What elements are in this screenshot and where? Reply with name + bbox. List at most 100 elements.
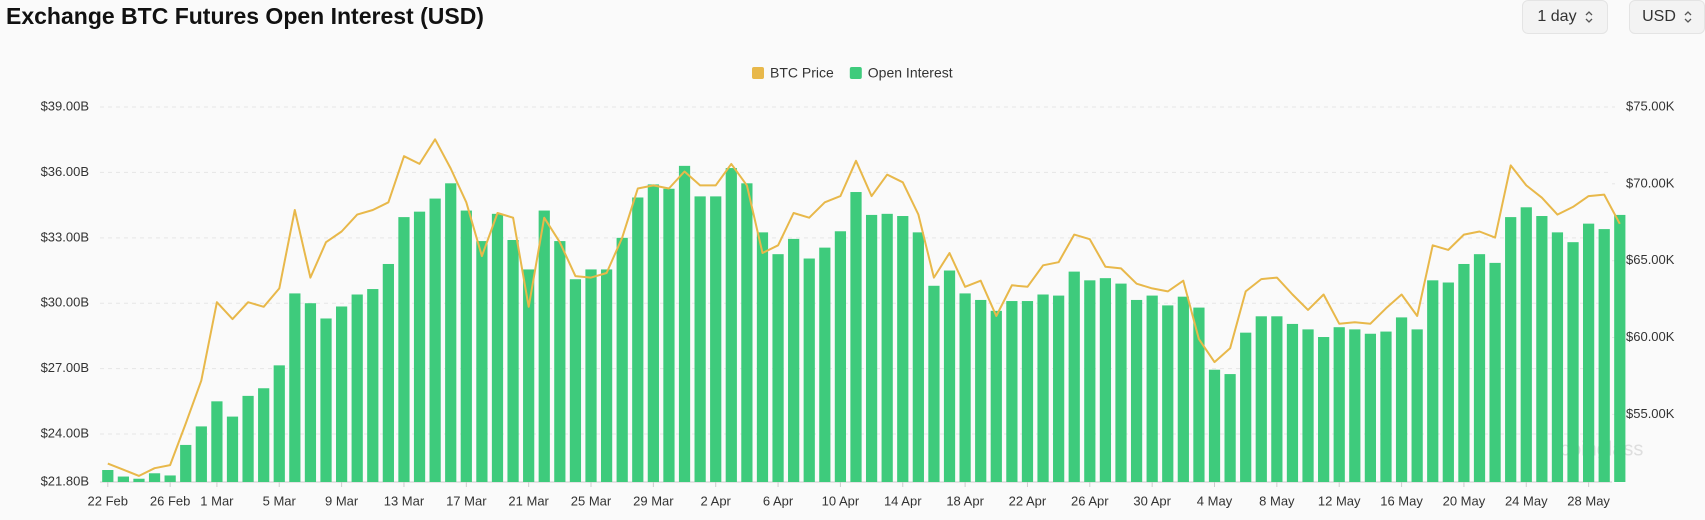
bar bbox=[1255, 316, 1267, 482]
bar bbox=[1286, 323, 1299, 482]
y-tick-label: $36.00B bbox=[41, 164, 89, 179]
x-tick-label: 28 May bbox=[1567, 493, 1610, 508]
bar bbox=[1037, 294, 1049, 482]
bar bbox=[803, 258, 815, 482]
bar bbox=[897, 216, 909, 482]
bar bbox=[1162, 305, 1174, 482]
bar bbox=[663, 188, 675, 482]
bar bbox=[943, 270, 956, 482]
x-tick-label: 26 Feb bbox=[150, 493, 190, 508]
x-tick-label: 4 May bbox=[1197, 493, 1233, 508]
bar bbox=[1427, 280, 1439, 482]
bar bbox=[725, 168, 737, 482]
bar bbox=[1473, 254, 1486, 482]
bar bbox=[990, 310, 1002, 482]
y2-tick-label: $55.00K bbox=[1626, 406, 1675, 421]
bar bbox=[694, 196, 706, 483]
bar bbox=[398, 217, 410, 482]
x-tick-label: 18 Apr bbox=[946, 493, 984, 508]
bar bbox=[1614, 214, 1626, 482]
bar bbox=[772, 254, 784, 482]
x-tick-label: 6 Apr bbox=[763, 493, 794, 508]
bar bbox=[1068, 271, 1080, 482]
bar bbox=[1084, 280, 1096, 482]
x-tick-label: 22 Feb bbox=[88, 493, 128, 508]
bar bbox=[1021, 301, 1034, 482]
x-tick-label: 5 Mar bbox=[263, 493, 297, 508]
bar bbox=[1333, 327, 1345, 482]
bar bbox=[1583, 223, 1595, 482]
bar bbox=[1520, 207, 1532, 482]
bar bbox=[1006, 301, 1018, 482]
bar bbox=[1411, 329, 1423, 482]
bar bbox=[1536, 216, 1548, 482]
x-tick-label: 25 Mar bbox=[571, 493, 612, 508]
x-tick-label: 9 Mar bbox=[325, 493, 359, 508]
bar bbox=[1053, 295, 1065, 482]
bar bbox=[1302, 329, 1314, 482]
x-tick-label: 12 May bbox=[1318, 493, 1361, 508]
bar bbox=[756, 232, 769, 482]
legend-label: Open Interest bbox=[868, 65, 953, 81]
bar bbox=[1380, 331, 1392, 482]
y-tick-label: $21.80B bbox=[41, 473, 89, 488]
bar bbox=[351, 294, 363, 482]
x-tick-label: 29 Mar bbox=[633, 493, 674, 508]
bar bbox=[460, 210, 472, 483]
bar bbox=[1489, 262, 1501, 482]
bar bbox=[148, 473, 161, 482]
x-tick-label: 30 Apr bbox=[1133, 493, 1171, 508]
currency-select[interactable]: USD bbox=[1629, 0, 1705, 34]
interval-select[interactable]: 1 day bbox=[1522, 0, 1608, 34]
x-tick-label: 8 May bbox=[1259, 493, 1295, 508]
bar bbox=[569, 279, 582, 482]
bar bbox=[600, 269, 613, 482]
bar bbox=[678, 165, 691, 482]
chart-title: Exchange BTC Futures Open Interest (USD) bbox=[6, 3, 484, 29]
bar bbox=[1551, 232, 1564, 482]
bar bbox=[211, 401, 223, 482]
legend-label: BTC Price bbox=[770, 65, 834, 81]
bar bbox=[632, 197, 644, 482]
y2-tick-label: $60.00K bbox=[1626, 329, 1675, 344]
bar bbox=[195, 426, 207, 482]
y-tick-label: $27.00B bbox=[41, 360, 89, 375]
bar bbox=[1271, 316, 1283, 482]
bar bbox=[491, 213, 504, 482]
bar bbox=[881, 213, 893, 482]
y2-tick-label: $70.00K bbox=[1626, 175, 1675, 190]
bar bbox=[850, 192, 862, 483]
bar bbox=[133, 478, 145, 482]
bar bbox=[1458, 263, 1470, 482]
bar bbox=[367, 289, 379, 482]
bar bbox=[180, 444, 192, 482]
bar bbox=[445, 183, 457, 482]
bar bbox=[1177, 296, 1189, 482]
bar bbox=[647, 184, 659, 482]
chevron bbox=[1585, 11, 1593, 23]
bar bbox=[523, 269, 535, 482]
bar bbox=[1224, 374, 1236, 482]
bar bbox=[959, 293, 971, 482]
x-tick-label: 22 Apr bbox=[1009, 493, 1047, 508]
x-tick-label: 14 Apr bbox=[884, 493, 922, 508]
x-tick-label: 21 Mar bbox=[508, 493, 549, 508]
x-tick-label: 2 Apr bbox=[701, 493, 732, 508]
bar bbox=[928, 285, 940, 482]
bar bbox=[273, 365, 285, 482]
bar bbox=[1364, 333, 1377, 482]
x-tick-label: 10 Apr bbox=[822, 493, 860, 508]
bar bbox=[819, 247, 831, 482]
bar bbox=[1567, 242, 1579, 482]
bar bbox=[1208, 369, 1221, 482]
currency-label: USD bbox=[1642, 8, 1676, 25]
y2-tick-label: $75.00K bbox=[1626, 98, 1675, 113]
bar bbox=[1349, 329, 1361, 482]
x-tick-label: 26 Apr bbox=[1071, 493, 1109, 508]
bar bbox=[710, 196, 722, 483]
bar bbox=[1442, 282, 1454, 482]
bar bbox=[117, 476, 129, 482]
bar bbox=[382, 263, 394, 482]
bar bbox=[335, 306, 348, 482]
